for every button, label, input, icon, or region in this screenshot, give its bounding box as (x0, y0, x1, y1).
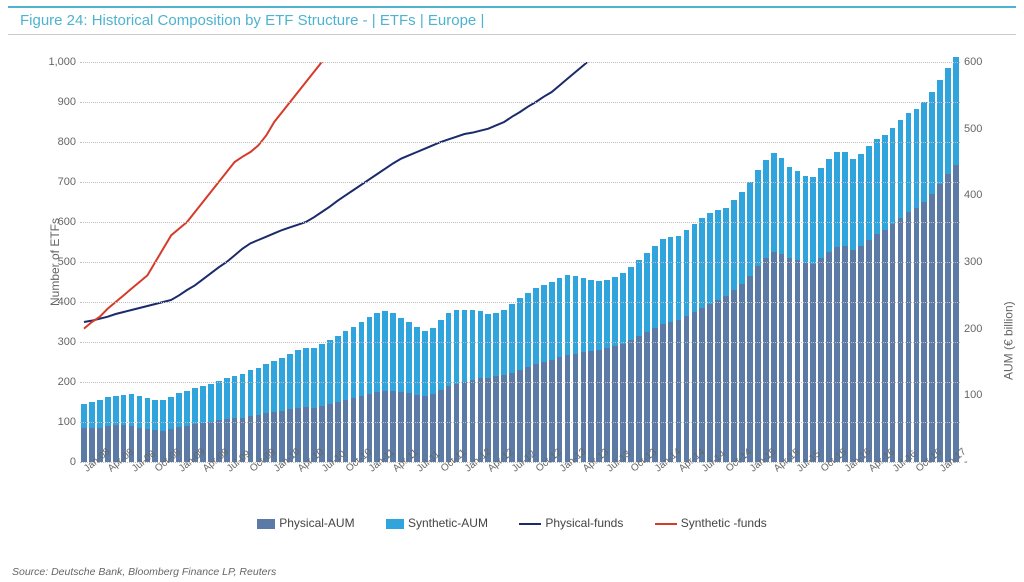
y-right-tick: 400 (964, 189, 1004, 201)
y-left-tick: 800 (36, 136, 76, 148)
y-left-tick: 900 (36, 96, 76, 108)
y-left-tick: 600 (36, 216, 76, 228)
y-left-tick: 100 (36, 416, 76, 428)
chart-container: Number of ETFs AUM (€ billion) Jan-08Apr… (18, 44, 1006, 534)
y-right-tick: - (964, 456, 1004, 468)
legend-physical-aum: Physical-AUM (257, 516, 354, 530)
source-text: Source: Deutsche Bank, Bloomberg Finance… (12, 566, 276, 578)
y-left-tick: 700 (36, 176, 76, 188)
legend-synthetic-funds: Synthetic -funds (655, 516, 767, 530)
y-left-tick: 500 (36, 256, 76, 268)
y-left-tick: 0 (36, 456, 76, 468)
y-right-tick: 200 (964, 323, 1004, 335)
y-right-tick: 100 (964, 389, 1004, 401)
y-right-tick: 600 (964, 56, 1004, 68)
y-left-tick: 300 (36, 336, 76, 348)
y-right-tick: 500 (964, 123, 1004, 135)
chart-title-bar: Figure 24: Historical Composition by ETF… (8, 6, 1016, 35)
plot-area: Number of ETFs AUM (€ billion) Jan-08Apr… (80, 62, 960, 462)
y-left-tick: 1,000 (36, 56, 76, 68)
legend-physical-funds: Physical-funds (519, 516, 623, 530)
legend-synthetic-aum: Synthetic-AUM (386, 516, 488, 530)
chart-title: Figure 24: Historical Composition by ETF… (20, 12, 484, 29)
legend: Physical-AUM Synthetic-AUM Physical-fund… (18, 516, 1006, 530)
y-left-tick: 400 (36, 296, 76, 308)
y-right-tick: 300 (964, 256, 1004, 268)
y-left-tick: 200 (36, 376, 76, 388)
y-axis-right-label: AUM (€ billion) (1002, 301, 1016, 380)
